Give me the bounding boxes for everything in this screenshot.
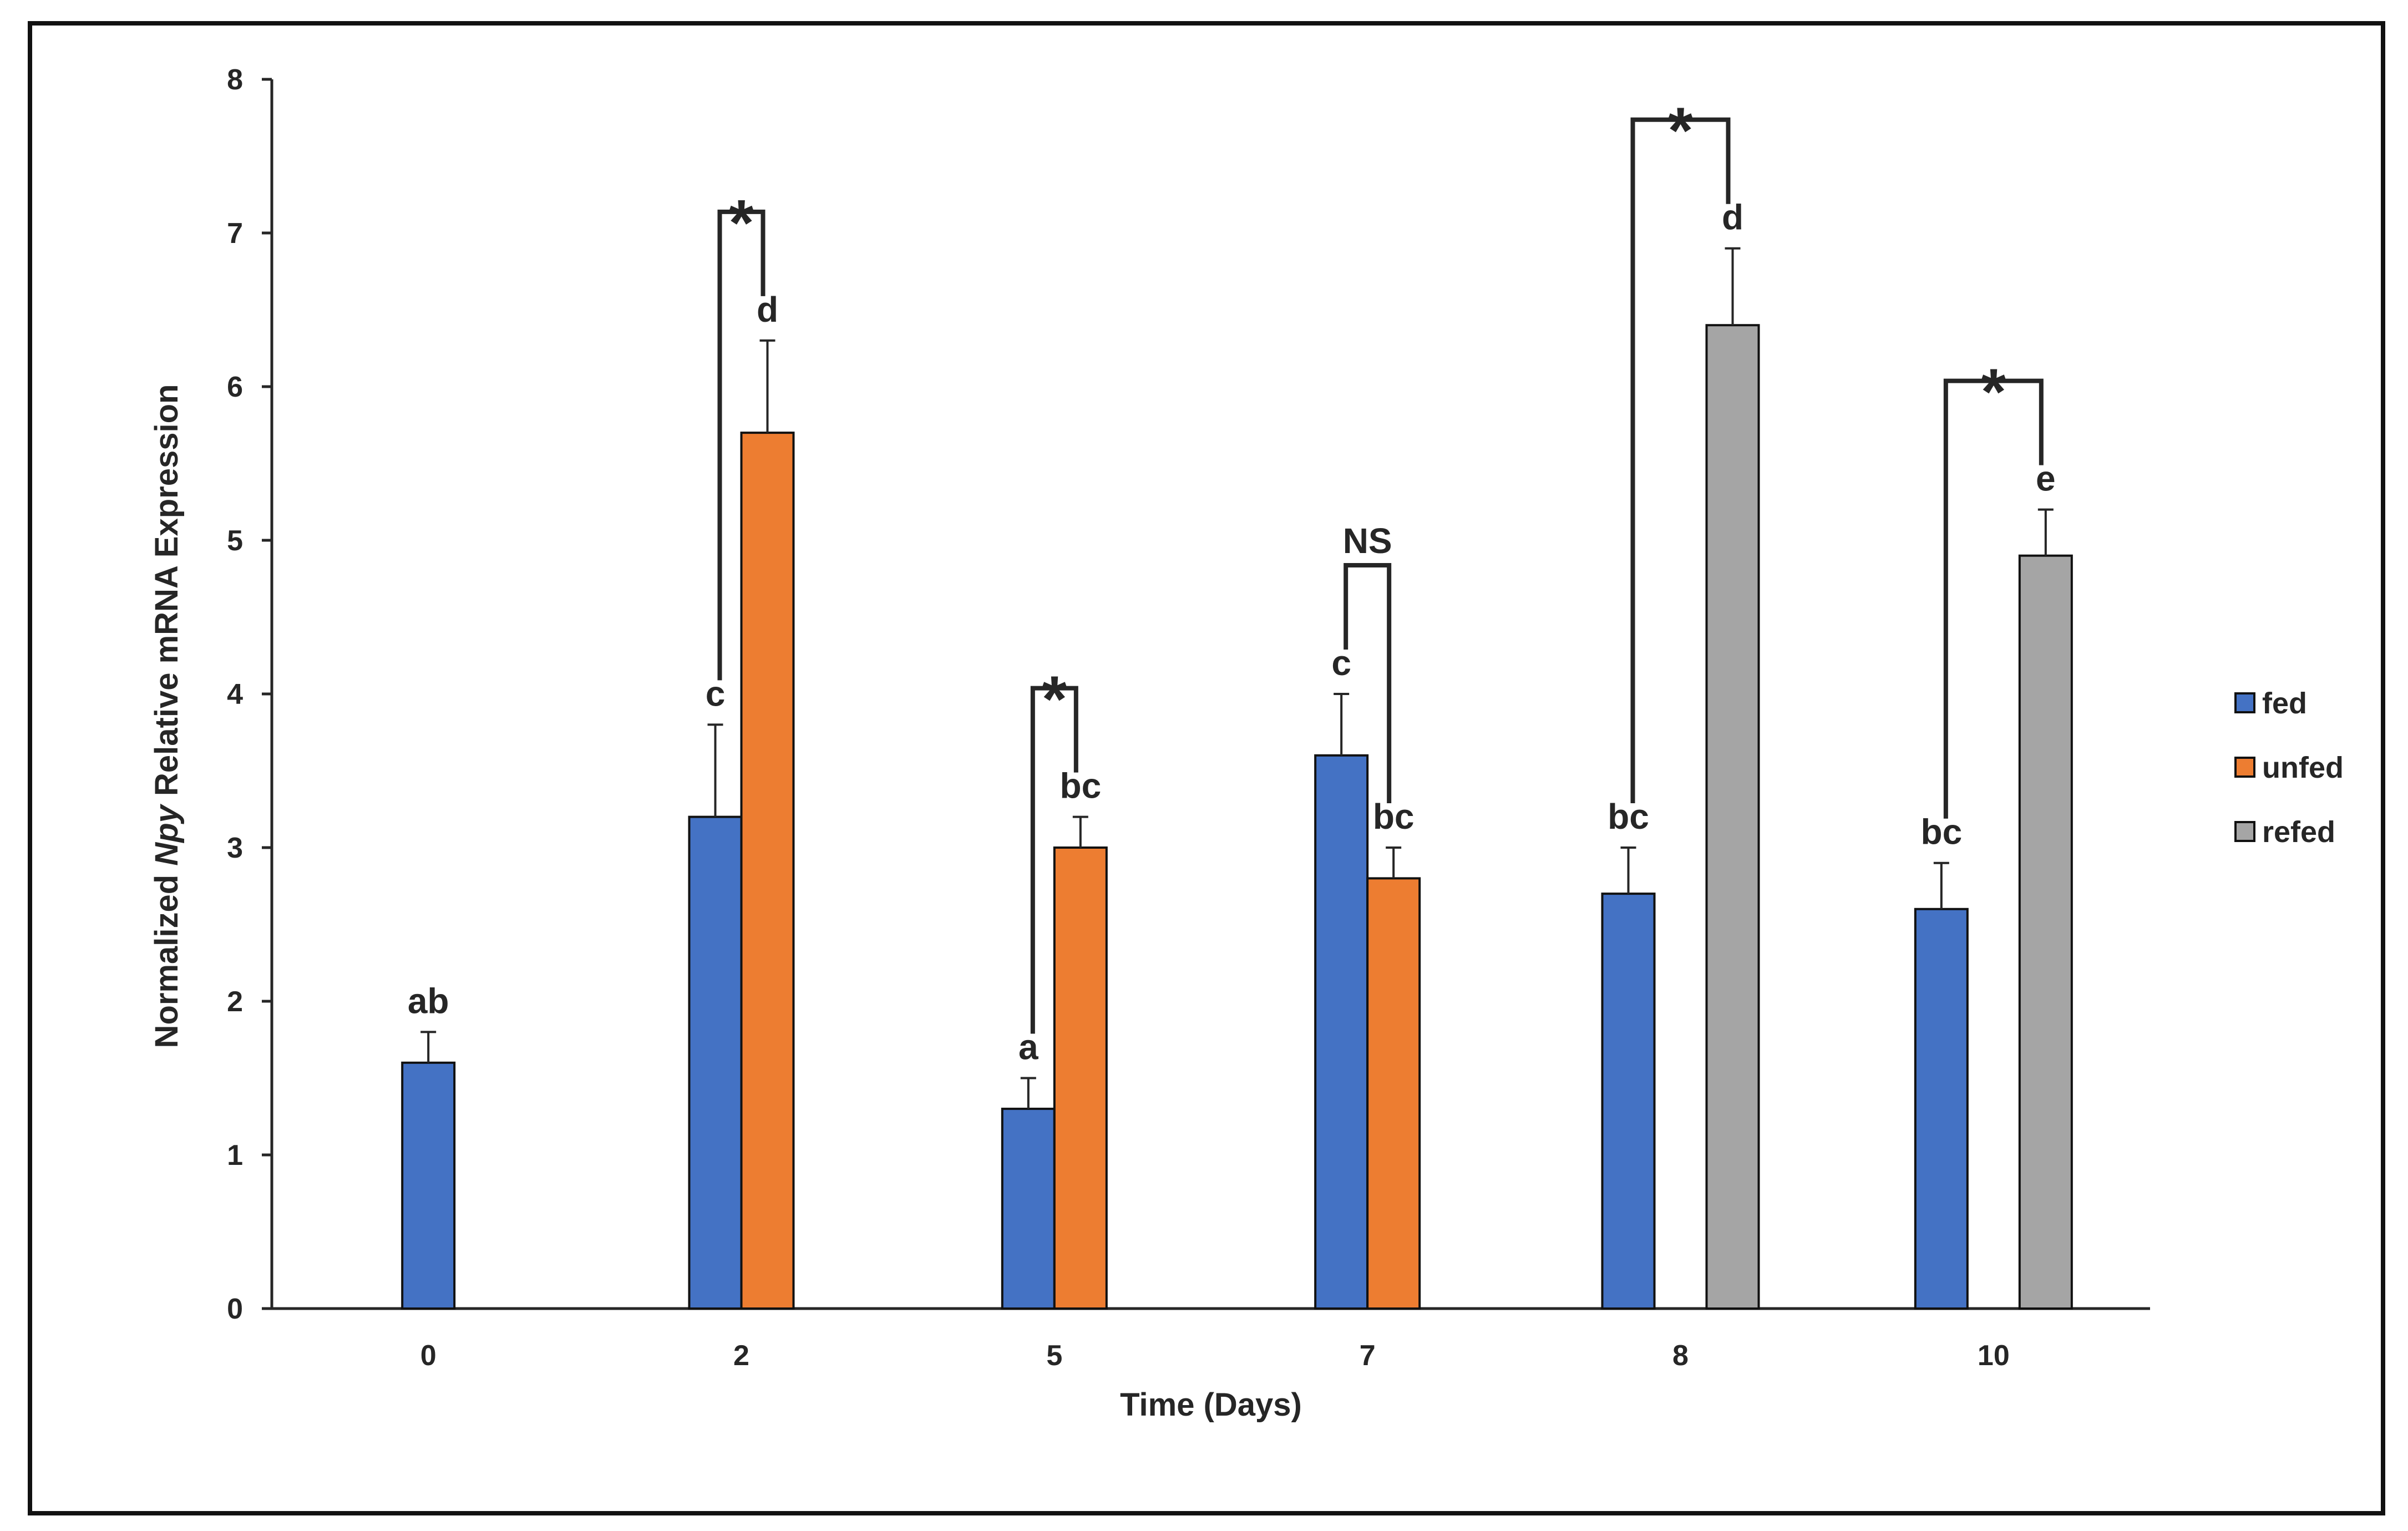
y-axis-title-part: Relative mRNA Expression <box>149 384 185 805</box>
significance-star: * <box>1668 94 1694 168</box>
bar-chart: 0 1 2 3 4 5 6 7 8 0 2 5 7 8 10 Time (Days) Normalized Np… <box>149 64 2344 1423</box>
bar-fed-day-8[interactable] <box>1601 893 1656 1310</box>
bar-fed-day-5[interactable] <box>1001 1107 1056 1310</box>
bar-unfed-day-7[interactable] <box>1366 877 1421 1310</box>
x-tick-label: 5 <box>1046 1340 1062 1372</box>
y-tick-label: 8 <box>227 64 243 96</box>
significance-letter: bc <box>1920 812 1962 852</box>
bar-fed-day-0[interactable] <box>401 1061 456 1310</box>
y-tick-label: 1 <box>227 1139 243 1172</box>
x-tick-label: 10 <box>1978 1340 2010 1372</box>
significance-star: * <box>729 186 754 260</box>
significance-star: * <box>1042 663 1067 736</box>
y-tick-label: 2 <box>227 986 243 1018</box>
significance-letter: d <box>1722 197 1743 237</box>
significance-letter: e <box>2036 459 2056 499</box>
legend-swatch-fed <box>2234 692 2255 713</box>
comparison-bracket <box>1943 378 2044 819</box>
x-axis-title: Time (Days) <box>1120 1387 1302 1423</box>
y-tick-label: 0 <box>227 1293 243 1325</box>
y-tick-label: 4 <box>227 678 243 711</box>
x-tick-label: 2 <box>733 1340 749 1372</box>
legend-label-refed: refed <box>2262 815 2335 849</box>
bar-refed-day-10[interactable] <box>2018 554 2073 1310</box>
bar-unfed-day-2[interactable] <box>740 432 795 1310</box>
bar-fed-day-2[interactable] <box>688 815 743 1310</box>
comparison-bracket <box>1630 117 1731 803</box>
legend-label-fed: fed <box>2262 687 2307 720</box>
x-tick-label: 0 <box>420 1340 437 1372</box>
legend-label-unfed: unfed <box>2262 751 2344 784</box>
x-tick-label: 7 <box>1360 1340 1376 1372</box>
bar-unfed-day-5[interactable] <box>1053 846 1108 1310</box>
bar-fed-day-10[interactable] <box>1914 908 1969 1310</box>
y-tick-label: 5 <box>227 525 243 557</box>
comparison-bracket <box>1030 686 1078 1034</box>
y-tick-label: 3 <box>227 832 243 864</box>
y-tick-label: 7 <box>227 217 243 250</box>
chart-frame: 0 1 2 3 4 5 6 7 8 0 2 5 7 8 10 Time (Days) Normalized Np… <box>28 21 2385 1515</box>
significance-letter: c <box>706 673 726 713</box>
significance-letter: bc <box>1373 797 1415 837</box>
y-axis-title: Normalized Npy Relative mRNA Expression <box>149 384 185 1048</box>
significance-ns: NS <box>1343 521 1392 561</box>
significance-letter: d <box>757 290 778 329</box>
legend-swatch-refed <box>2234 821 2255 842</box>
significance-letter: ab <box>408 981 449 1021</box>
significance-star: * <box>1981 356 2006 429</box>
significance-letter: c <box>1331 643 1351 683</box>
significance-letter: a <box>1018 1027 1038 1067</box>
comparison-bracket <box>1344 563 1392 803</box>
bar-refed-day-8[interactable] <box>1705 324 1760 1310</box>
y-axis-title-part: Normalized <box>149 866 185 1048</box>
significance-letter: bc <box>1059 766 1101 806</box>
x-tick-label: 8 <box>1672 1340 1689 1372</box>
y-axis-title-gene: Npy <box>149 803 185 865</box>
bar-fed-day-7[interactable] <box>1314 754 1369 1310</box>
comparison-bracket <box>717 209 766 681</box>
legend-swatch-unfed <box>2234 757 2255 778</box>
y-tick-label: 6 <box>227 371 243 403</box>
significance-letter: bc <box>1608 797 1649 837</box>
